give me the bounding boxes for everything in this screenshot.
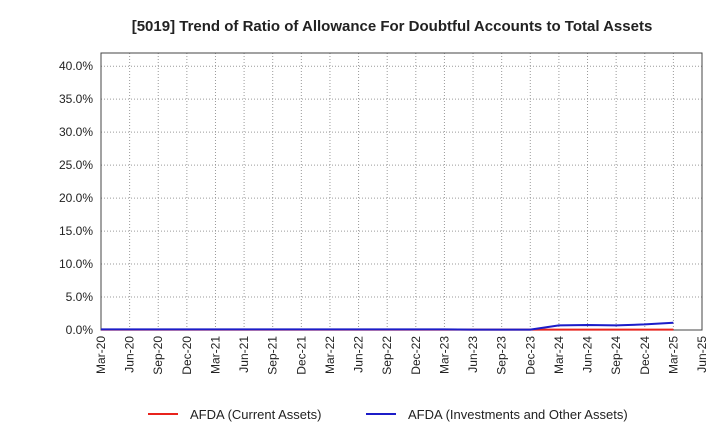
legend-label: AFDA (Investments and Other Assets) (408, 407, 628, 422)
x-tick-label: Mar-21 (208, 336, 222, 374)
y-tick-label: 15.0% (59, 224, 93, 238)
x-tick-label: Dec-20 (180, 336, 194, 375)
x-tick-label: Sep-20 (151, 336, 165, 375)
x-tick-label: Mar-20 (94, 336, 108, 374)
x-tick-label: Jun-22 (352, 336, 366, 373)
series-line-2 (101, 321, 674, 331)
x-tick-label: Jun-21 (237, 336, 251, 373)
y-tick-label: 10.0% (59, 257, 93, 271)
x-tick-label: Dec-22 (409, 336, 423, 375)
y-tick-label: 30.0% (59, 125, 93, 139)
x-tick-label: Mar-22 (323, 336, 337, 374)
y-tick-label: 35.0% (59, 92, 93, 106)
x-tick-label: Sep-21 (266, 336, 280, 375)
x-tick-label: Jun-20 (123, 336, 137, 373)
y-tick-label: 25.0% (59, 158, 93, 172)
x-axis-ticks: Mar-20 Jun-20 Sep-20 Dec-20 Mar-21 Jun-21 Sep-… (94, 336, 709, 375)
y-tick-label: 5.0% (66, 290, 94, 304)
legend-label: AFDA (Current Assets) (190, 407, 321, 422)
x-tick-label: Dec-23 (523, 336, 537, 375)
legend: AFDA (Current Assets) AFDA (Investments a… (148, 407, 628, 422)
x-tick-label: Sep-23 (495, 336, 509, 375)
x-tick-label: Jun-23 (466, 336, 480, 373)
x-tick-label: Dec-24 (638, 336, 652, 375)
chart-title: [5019] Trend of Ratio of Allowance For D… (132, 18, 653, 35)
x-tick-label: Jun-25 (695, 336, 709, 373)
y-tick-label: 0.0% (66, 323, 94, 337)
y-tick-label: 20.0% (59, 191, 93, 205)
x-tick-label: Mar-25 (666, 336, 680, 374)
x-tick-label: Mar-24 (552, 336, 566, 374)
y-tick-label: 40.0% (59, 59, 93, 73)
x-tick-label: Sep-24 (609, 336, 623, 375)
y-axis-ticks: 0.0% 5.0% 10.0% 15.0% 20.0% 25.0% 30.0% 35.0% 40… (59, 59, 93, 337)
x-tick-label: Mar-23 (437, 336, 451, 374)
series-layer (101, 321, 674, 331)
x-tick-label: Jun-24 (581, 336, 595, 373)
x-tick-label: Sep-22 (380, 336, 394, 375)
axes-layer (100, 52, 703, 331)
plot-frame (100, 52, 703, 331)
x-tick-label: Dec-21 (294, 336, 308, 375)
grid-layer (100, 53, 703, 331)
